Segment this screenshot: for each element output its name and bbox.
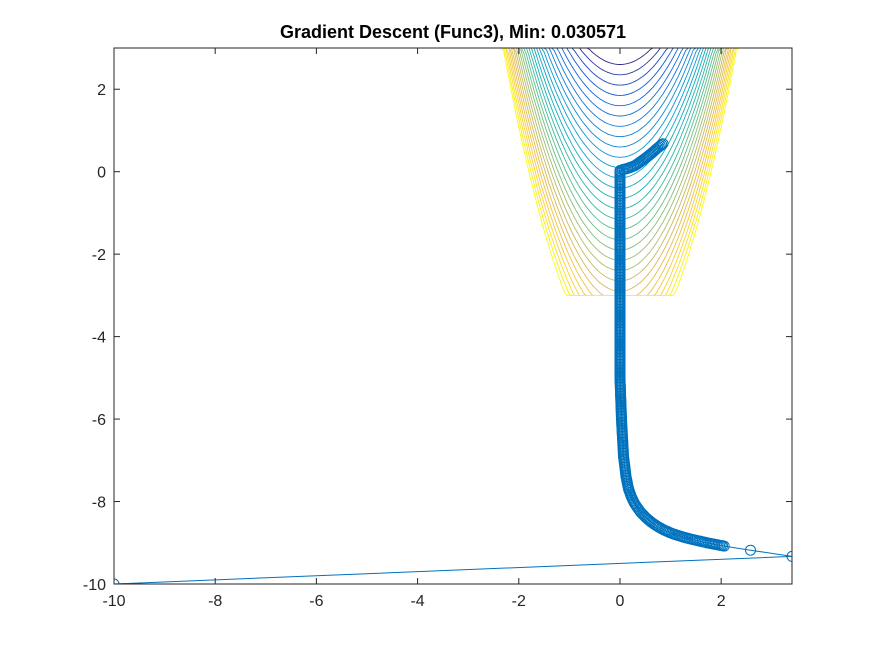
contour-line [468,48,772,96]
contour-line [468,48,772,169]
y-tick-label: -8 [92,495,106,512]
contour-line [468,48,772,127]
contour-line [468,48,772,138]
contour-line [468,48,772,76]
data-point [745,544,756,556]
x-tick-label: -6 [309,593,323,610]
data-point [653,141,665,153]
contour-line [468,48,772,86]
x-tick-label: -8 [208,593,222,610]
y-tick-label: -4 [92,330,106,347]
y-tick-label: -2 [92,247,106,264]
data-point [657,138,669,150]
axis-ticks: -10 -8 -6 -4 -2 0 2 -10 -8 -6 -4 -2 0 2 [83,48,792,610]
y-tick-label: -10 [83,577,106,594]
contour-line [468,48,772,65]
y-tick-label: 0 [97,165,106,182]
plot-area [114,48,792,584]
contour-line [468,48,772,148]
axes-box [113,47,793,585]
x-tick-label: 0 [616,593,625,610]
descent-path [114,138,792,584]
x-tick-label: -10 [102,593,125,610]
x-tick-label: -2 [512,593,526,610]
y-tick-label: -6 [92,412,106,429]
y-tick-label: 2 [97,82,106,99]
x-tick-label: 2 [717,593,726,610]
contour-line [468,48,772,158]
x-tick-label: -4 [410,593,424,610]
data-point [786,550,792,562]
chart-title: Gradient Descent (Func3), Min: 0.030571 [280,22,626,42]
contour-line [468,48,772,107]
data-point [654,140,666,152]
contour-line [468,48,772,117]
data-point [656,139,668,151]
